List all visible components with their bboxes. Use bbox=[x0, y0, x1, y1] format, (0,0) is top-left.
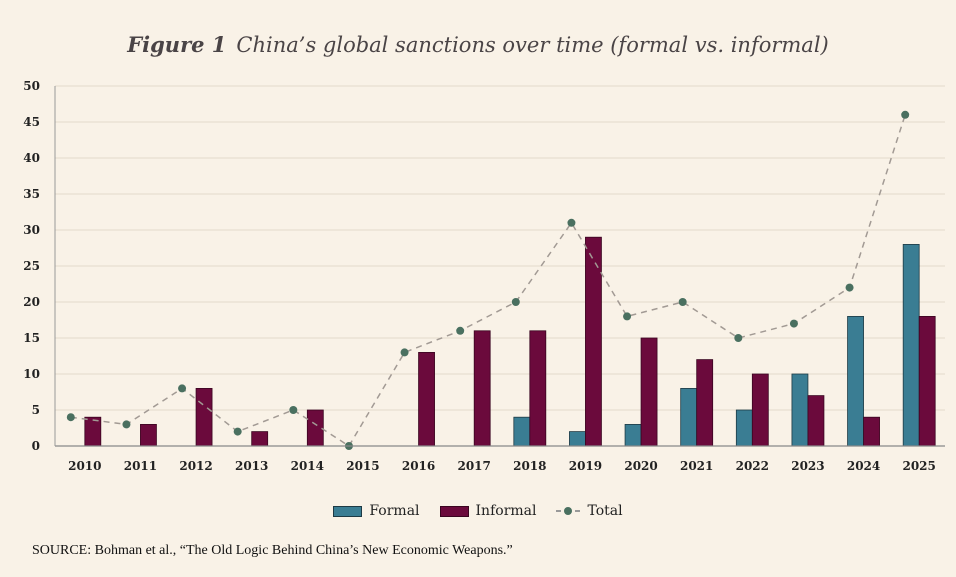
x-tick-label: 2018 bbox=[513, 459, 546, 473]
bar-informal-2019 bbox=[585, 236, 602, 447]
total-point-2016 bbox=[400, 348, 409, 357]
y-tick-label: 25 bbox=[23, 259, 40, 273]
x-tick-label: 2022 bbox=[736, 459, 769, 473]
y-tick-label: 40 bbox=[23, 151, 40, 165]
y-tick-label: 35 bbox=[23, 187, 40, 201]
x-axis-ticks: 2010 2011 2012 2013 2014 2015 2016 2017 2018 2019… bbox=[68, 459, 936, 473]
y-axis-ticks: 0 5 10 15 20 25 30 35 40 45 50 bbox=[23, 79, 40, 453]
x-tick-label: 2013 bbox=[235, 459, 268, 473]
legend-label-formal: Formal bbox=[369, 503, 420, 519]
legend-item-informal: Informal bbox=[439, 503, 537, 519]
total-point-2022 bbox=[734, 334, 743, 342]
total-point-2011 bbox=[122, 420, 131, 429]
total-point-2017 bbox=[456, 326, 465, 335]
x-tick-label: 2016 bbox=[402, 459, 435, 473]
bar-formal-2022 bbox=[735, 409, 753, 447]
total-line-path bbox=[70, 114, 906, 448]
x-tick-label: 2025 bbox=[902, 459, 935, 473]
bar-formal-2025 bbox=[902, 243, 920, 447]
bar-informal-2012 bbox=[195, 387, 213, 447]
bar-informal-2022 bbox=[751, 373, 769, 447]
x-tick-label: 2020 bbox=[624, 459, 657, 473]
x-tick-label: 2019 bbox=[569, 459, 602, 473]
y-tick-label: 30 bbox=[23, 223, 40, 237]
legend-label-informal: Informal bbox=[475, 503, 537, 519]
title-text: China’s global sanctions over time (form… bbox=[236, 33, 829, 57]
bar-informal-2020 bbox=[640, 337, 658, 447]
bar-informal-2021 bbox=[696, 359, 714, 447]
total-point-2013 bbox=[233, 427, 242, 436]
x-tick-label: 2024 bbox=[847, 459, 880, 473]
legend: Formal Informal Total bbox=[0, 503, 956, 519]
figure-label: Figure 1 bbox=[127, 32, 227, 57]
total-point-2014 bbox=[289, 406, 298, 414]
bar-informal-2013 bbox=[251, 431, 269, 447]
x-tick-label: 2010 bbox=[68, 459, 101, 473]
x-tick-label: 2017 bbox=[457, 459, 490, 473]
bar-formal-2020 bbox=[624, 423, 642, 447]
x-tick-label: 2014 bbox=[291, 459, 324, 473]
x-tick-label: 2021 bbox=[680, 459, 713, 473]
legend-swatch-informal bbox=[439, 505, 469, 517]
y-tick-label: 0 bbox=[32, 439, 40, 453]
y-tick-label: 50 bbox=[23, 79, 40, 93]
total-point-2019 bbox=[567, 218, 576, 227]
bar-informal-2024 bbox=[863, 416, 880, 447]
chart-title: Figure 1 China’s global sanctions over ti… bbox=[0, 32, 956, 57]
bar-formal-2019 bbox=[569, 431, 586, 447]
total-point-2018 bbox=[511, 298, 520, 306]
legend-swatch-formal bbox=[333, 505, 363, 517]
total-line bbox=[66, 110, 910, 450]
bar-informal-2011 bbox=[140, 423, 157, 447]
total-point-2012 bbox=[178, 384, 187, 393]
gridlines bbox=[55, 85, 945, 411]
y-tick-label: 5 bbox=[32, 403, 40, 417]
bar-formal-2024 bbox=[847, 315, 864, 447]
y-tick-label: 45 bbox=[23, 115, 40, 129]
total-point-2021 bbox=[678, 298, 687, 306]
bars bbox=[84, 236, 936, 447]
bar-informal-2023 bbox=[807, 395, 825, 447]
total-point-2023 bbox=[789, 319, 798, 328]
x-tick-label: 2023 bbox=[791, 459, 824, 473]
legend-label-total: Total bbox=[587, 503, 623, 519]
legend-item-total: Total bbox=[556, 503, 623, 519]
legend-swatch-total bbox=[556, 507, 581, 515]
bar-informal-2017 bbox=[473, 330, 491, 447]
y-tick-label: 20 bbox=[23, 295, 40, 309]
total-point-2024 bbox=[845, 283, 854, 292]
source-note: SOURCE: Bohman et al., “The Old Logic Be… bbox=[32, 543, 513, 558]
total-point-2020 bbox=[623, 312, 632, 321]
total-point-2025 bbox=[901, 110, 910, 119]
x-tick-label: 2015 bbox=[346, 459, 379, 473]
bar-informal-2018 bbox=[529, 330, 547, 447]
bar-formal-2018 bbox=[513, 416, 531, 447]
y-tick-label: 10 bbox=[23, 367, 40, 381]
bar-informal-2016 bbox=[418, 351, 435, 447]
x-tick-label: 2012 bbox=[179, 459, 212, 473]
bar-formal-2021 bbox=[680, 387, 698, 447]
bar-formal-2023 bbox=[791, 373, 809, 447]
bar-informal-2014 bbox=[306, 409, 324, 447]
legend-item-formal: Formal bbox=[333, 503, 420, 519]
x-tick-label: 2011 bbox=[124, 459, 157, 473]
y-tick-label: 15 bbox=[23, 331, 40, 345]
bar-informal-2025 bbox=[918, 315, 936, 447]
total-point-2010 bbox=[66, 413, 75, 422]
